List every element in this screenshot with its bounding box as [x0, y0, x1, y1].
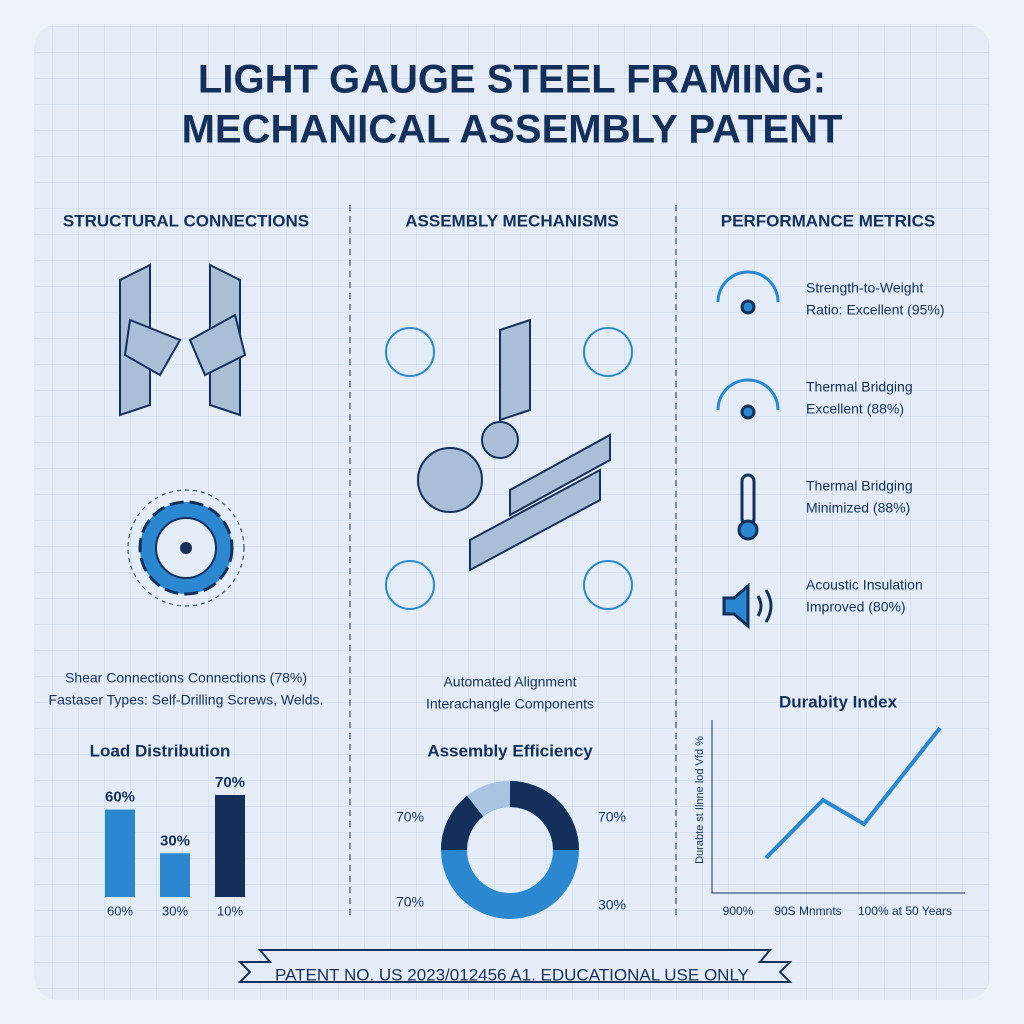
x-label: 60%: [107, 903, 133, 918]
chart-title: Load Distribution: [90, 741, 231, 760]
metric-icons: [716, 270, 780, 630]
metric-text: Improved (80%): [806, 599, 906, 615]
assembly-icons: [385, 318, 633, 610]
value-label: 70%: [215, 774, 245, 791]
footer: PATENT NO. US 2023/012456 A1. EDUCATIONA…: [275, 965, 749, 984]
heading: ASSEMBLY MECHANISMS: [405, 211, 618, 230]
x-label: 30%: [162, 903, 188, 918]
chart-title: Assembly Efficiency: [427, 741, 593, 760]
x-label: 900%: [723, 904, 754, 918]
metric-text: Excellent (88%): [806, 401, 904, 417]
donut-label: 70%: [396, 809, 424, 825]
metric-text: Thermal Bridging: [806, 478, 913, 494]
connection-icon: [119, 263, 247, 417]
gear-icon: [127, 489, 245, 607]
metric-text: Acoustic Insulation: [806, 577, 923, 593]
title: LIGHT GAUGE STEEL FRAMING:: [198, 58, 826, 102]
note: Automated Alignment: [443, 674, 576, 690]
donut-label: 70%: [598, 809, 626, 825]
note: Fastaser Types: Self-Drilling Screws, We…: [49, 692, 324, 708]
note: Shear Connections Connections (78%): [65, 670, 307, 686]
heading: PERFORMANCE METRICS: [721, 211, 935, 230]
title: MECHANICAL ASSEMBLY PATENT: [182, 108, 843, 152]
metric-text: Strength-to-Weight: [806, 280, 923, 296]
bar: [105, 809, 135, 897]
value-label: 60%: [105, 789, 135, 806]
footer-banner: [237, 949, 793, 983]
bar: [160, 853, 190, 897]
chart-title: Durabity Index: [779, 692, 898, 711]
heading: STRUCTURAL CONNECTIONS: [63, 211, 309, 230]
metric-text: Minimized (88%): [806, 500, 910, 516]
note: Interachangle Components: [426, 696, 594, 712]
x-label: 90S Mnmnts: [774, 904, 841, 918]
donut: [440, 781, 579, 919]
value-label: 30%: [160, 832, 190, 849]
x-label: 100% at 50 Years: [858, 904, 952, 918]
metric-text: Ratio: Excellent (95%): [806, 302, 945, 318]
x-label: 10%: [217, 903, 243, 918]
donut-label: 30%: [598, 897, 626, 913]
axis-label: Durabte st Ilnne lod Vfd %: [694, 736, 706, 864]
line-chart: [711, 720, 965, 894]
metric-text: Thermal Bridging: [806, 379, 913, 395]
bar: [215, 795, 245, 897]
donut-label: 70%: [396, 894, 424, 910]
